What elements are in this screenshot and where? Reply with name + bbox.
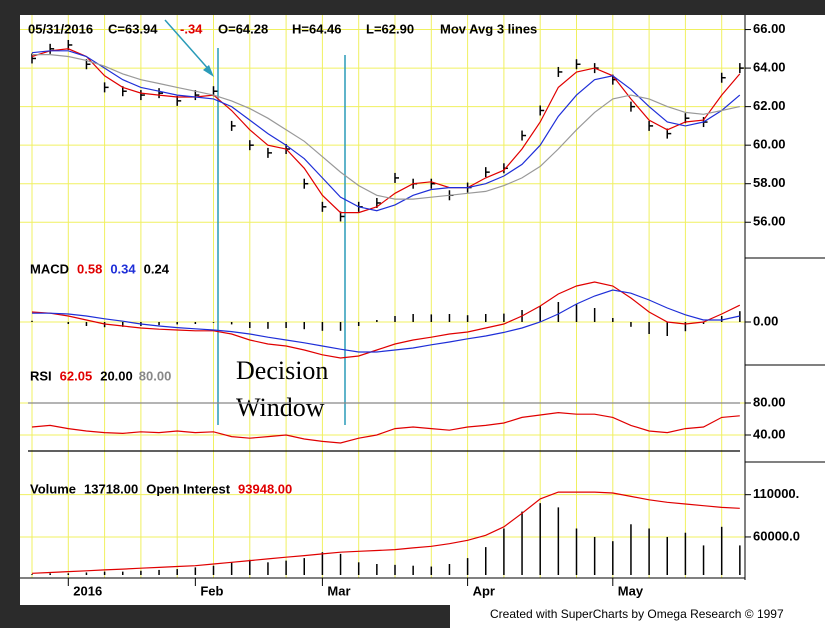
price-bar — [103, 82, 109, 93]
price-bar — [49, 43, 55, 54]
series-line — [31, 411, 740, 444]
legend-value: 0.24 — [144, 261, 170, 276]
x-tick-label: Apr — [473, 583, 495, 598]
week-grid — [20, 15, 745, 578]
x-tick-label: May — [618, 583, 644, 598]
x-tick-label: Mar — [327, 583, 350, 598]
panel-name: RSI — [30, 368, 52, 383]
series-line — [32, 289, 740, 353]
price-bar — [630, 101, 635, 112]
low: L=62.90 — [366, 21, 414, 36]
y-tick-label: 58.00 — [753, 175, 786, 190]
price-bar — [485, 167, 490, 178]
date: 05/31/2016 — [28, 21, 93, 36]
arrow — [164, 19, 212, 73]
series-line — [31, 50, 741, 212]
annotation: Decision — [236, 356, 328, 385]
legend-value: 13718.00 — [84, 481, 138, 496]
series-line — [32, 54, 740, 200]
open: O=64.28 — [218, 21, 268, 36]
legend-value: Open Interest — [146, 481, 230, 496]
price-bar — [394, 172, 399, 183]
high: H=64.46 — [292, 21, 342, 36]
price-bar — [521, 130, 527, 141]
legend-value: 0.58 — [77, 261, 102, 276]
y-tick-label: 66.00 — [753, 21, 786, 36]
y-tick-label: 0.00 — [753, 313, 778, 328]
credit-background — [450, 605, 825, 628]
legend-value: 62.05 — [60, 368, 93, 383]
y-tick-label: 56.00 — [753, 214, 786, 229]
price-bar — [303, 178, 309, 189]
x-tick-label: 2016 — [73, 583, 102, 598]
y-tick-label: 60.00 — [753, 137, 786, 152]
header: 05/31/2016 C=63.94 -.34 O=64.28 H=64.46 … — [28, 21, 537, 36]
price-bar — [575, 59, 581, 70]
price-bar — [539, 105, 545, 116]
level-label: 80.00 — [139, 368, 172, 383]
legend-value: 0.34 — [110, 261, 136, 276]
annotation: Window — [236, 393, 325, 422]
price-bar — [249, 140, 254, 151]
y-tick-label: 62.00 — [753, 98, 786, 113]
y-tick-label: 110000. — [753, 486, 799, 501]
price-bar — [267, 147, 272, 158]
change: -.34 — [180, 21, 203, 36]
panel-name: MACD — [30, 261, 69, 276]
x-tick-label: Feb — [200, 583, 223, 598]
panel-name: Volume — [30, 481, 76, 496]
price-bar — [739, 63, 744, 74]
price-bar — [230, 120, 236, 131]
y-tick-label: 64.00 — [753, 60, 786, 75]
price-bar — [140, 90, 145, 101]
series-line — [31, 491, 740, 574]
credit: Created with SuperCharts by Omega Resear… — [490, 607, 784, 621]
price-bar — [321, 201, 327, 212]
series-line — [31, 48, 741, 214]
study: Mov Avg 3 lines — [440, 21, 537, 36]
level-label: 20.00 — [100, 368, 133, 383]
price-bar — [158, 88, 164, 99]
y-tick-label: 40.00 — [753, 426, 786, 441]
price-bar — [720, 72, 726, 83]
price-bar — [648, 120, 654, 131]
close: C=63.94 — [108, 21, 158, 36]
price-bar — [557, 66, 563, 77]
price-bar — [430, 178, 436, 189]
legend-value: 93948.00 — [238, 481, 292, 496]
y-tick-label: 80.00 — [753, 394, 786, 409]
y-tick-label: 60000.0 — [753, 528, 800, 543]
arrow-head — [203, 65, 214, 77]
